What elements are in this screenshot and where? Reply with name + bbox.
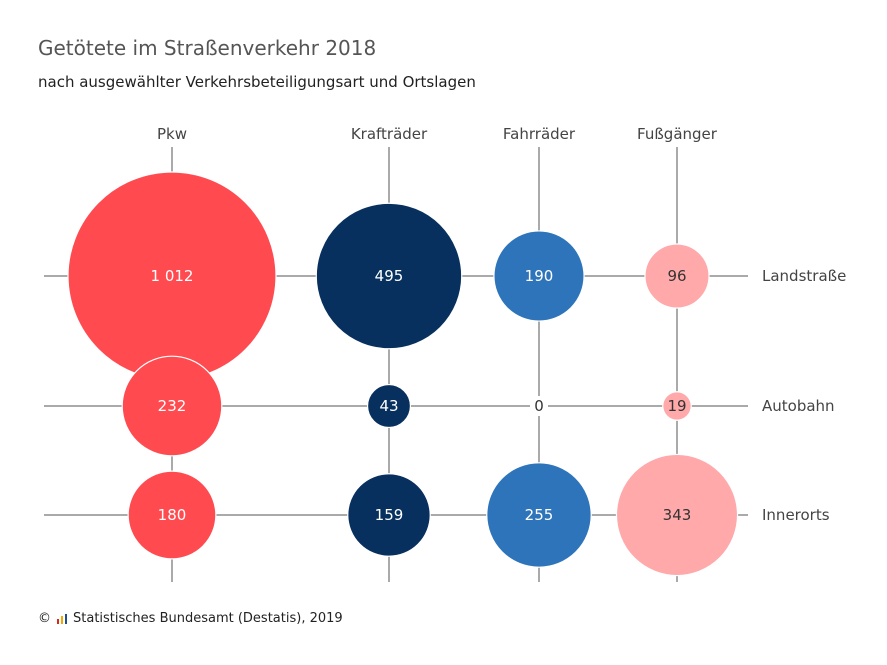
bubble-r2-c1 [121, 355, 223, 457]
value-label-r3-c1: 180 [158, 506, 187, 524]
value-label-r1-c2: 495 [375, 267, 404, 285]
row-label-1: Landstraße [762, 267, 846, 285]
zero-label-background [530, 396, 548, 416]
value-label-r2-c4: 19 [667, 397, 686, 415]
value-label-r3-c4: 343 [663, 506, 692, 524]
row-label-3: Innerorts [762, 506, 830, 524]
value-label-r2-c3: 0 [534, 397, 544, 415]
column-label-4: Fußgänger [637, 125, 718, 143]
bubble-r3-c4 [615, 453, 739, 577]
value-label-r2-c1: 232 [158, 397, 187, 415]
row-label-2: Autobahn [762, 397, 835, 415]
chart-subtitle: nach ausgewählter Verkehrsbeteiligungsar… [38, 73, 476, 91]
source-text: Statistisches Bundesamt (Destatis), 2019 [73, 611, 343, 626]
copyright-symbol: © [38, 611, 51, 626]
destatis-logo-icon [57, 613, 67, 624]
bubble-r2-c4 [662, 391, 692, 421]
bubble-r3-c2 [347, 473, 431, 557]
bubble-r1-c2 [315, 202, 463, 350]
column-label-1: Pkw [157, 125, 187, 143]
value-label-r1-c3: 190 [525, 267, 554, 285]
bubble-r2-c2 [366, 383, 412, 429]
chart-title: Getötete im Straßenverkehr 2018 [38, 36, 377, 60]
bubble-r1-c3 [493, 230, 585, 322]
value-label-r1-c1: 1 012 [151, 267, 194, 285]
value-label-r3-c3: 255 [525, 506, 554, 524]
bubble-r1-c4 [644, 243, 710, 309]
column-label-2: Krafträder [351, 125, 428, 143]
value-label-r1-c4: 96 [667, 267, 686, 285]
value-label-r2-c2: 43 [379, 397, 398, 415]
source-footer: © Statistisches Bundesamt (Destatis), 20… [38, 611, 343, 626]
column-label-3: Fahrräder [503, 125, 576, 143]
bubble-r3-c1 [127, 470, 217, 560]
value-label-r3-c2: 159 [375, 506, 404, 524]
bubble-r3-c3 [486, 462, 592, 568]
